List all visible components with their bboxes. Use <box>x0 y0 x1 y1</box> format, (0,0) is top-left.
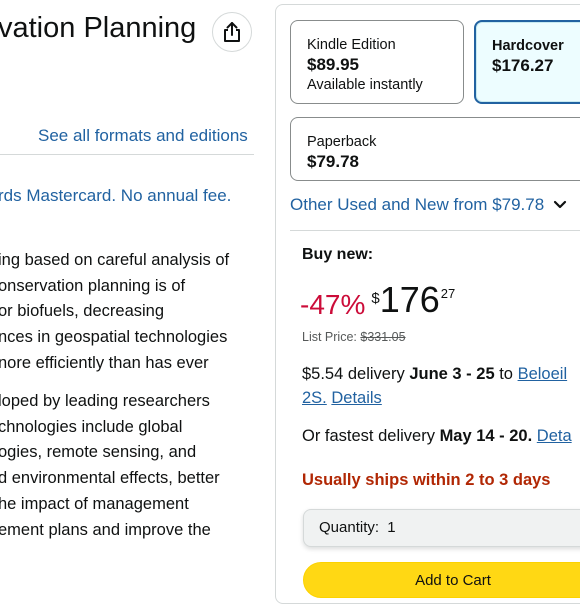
format-paperback[interactable]: Paperback $79.78 <box>290 117 580 181</box>
add-to-cart-button[interactable]: Add to Cart <box>303 562 580 598</box>
chevron-down-icon <box>553 200 567 209</box>
description-paragraph-2: loped by leading researchers chnologies … <box>0 392 220 539</box>
format-kindle[interactable]: Kindle Edition $89.95 Available instantl… <box>290 20 464 104</box>
delivery-location-link[interactable]: Beloeil <box>517 365 568 383</box>
buy-new-label: Buy new: <box>302 246 374 263</box>
divider <box>290 230 580 231</box>
currency-symbol: $ <box>371 290 380 307</box>
price-block: -47% $ 176 27 <box>300 282 455 321</box>
price-fraction: 27 <box>440 286 456 301</box>
fastest-delivery: Or fastest delivery May 14 - 20. Deta <box>302 427 572 445</box>
price-whole: 176 <box>379 279 440 320</box>
format-hardcover[interactable]: Hardcover $176.27 <box>474 20 580 104</box>
shipping-availability: Usually ships within 2 to 3 days <box>302 471 551 489</box>
fastest-details-link[interactable]: Deta <box>536 427 572 445</box>
delivery-location-link-cont[interactable]: 2S. <box>302 389 327 407</box>
discount-percent: -47% <box>300 289 366 320</box>
book-description: ing based on careful analysis of onserva… <box>0 248 229 556</box>
share-button[interactable] <box>212 12 252 52</box>
list-price: List Price: $331.05 <box>302 330 406 344</box>
delivery-details-link[interactable]: Details <box>331 389 382 407</box>
card-promo-link[interactable]: rds Mastercard. No annual fee. <box>0 186 232 205</box>
other-used-and-new-link[interactable]: Other Used and New from $79.78 <box>290 195 567 215</box>
divider <box>0 154 254 155</box>
page-title: vation Planning <box>0 12 197 44</box>
quantity-select[interactable]: Quantity: 1 <box>303 509 580 547</box>
description-paragraph-1: ing based on careful analysis of onserva… <box>0 251 230 372</box>
delivery-info: $5.54 delivery June 3 - 25 to Beloeil 2S… <box>302 365 568 407</box>
share-icon <box>224 22 240 42</box>
buy-box <box>275 4 580 604</box>
see-all-formats-link[interactable]: See all formats and editions <box>38 126 248 145</box>
